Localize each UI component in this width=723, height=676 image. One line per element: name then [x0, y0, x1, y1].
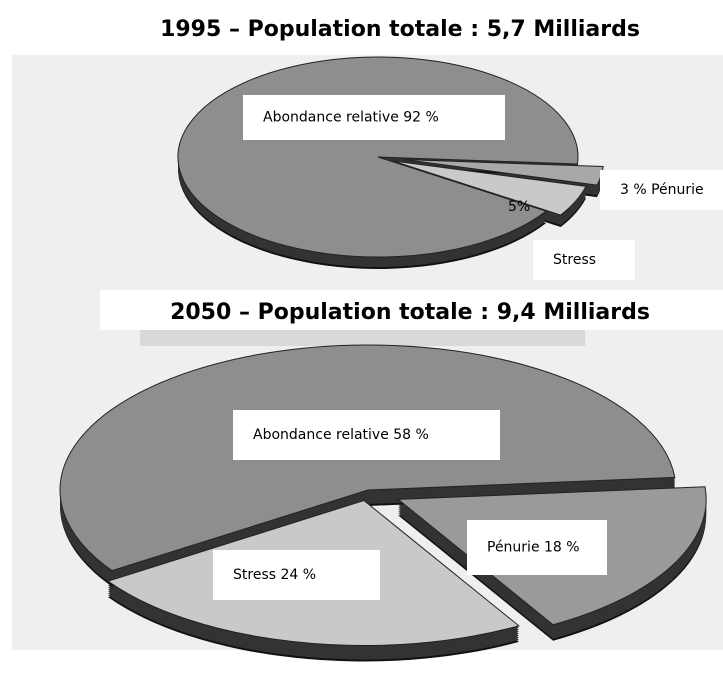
label-box [533, 240, 635, 280]
slice [392, 160, 587, 216]
data-label: Abondance relative 58 % [253, 427, 429, 443]
data-label: Stress 24 % [233, 567, 316, 583]
annotation: Stress [553, 252, 596, 268]
data-label: Abondance relative 92 % [263, 110, 439, 126]
label-box [233, 410, 500, 460]
label-box [213, 550, 380, 600]
data-label: 5% [508, 199, 530, 215]
title-box [100, 290, 723, 330]
chart-title: 2050 – Population totale : 9,4 Milliards [170, 300, 650, 325]
label-box [467, 520, 607, 575]
data-label: Pénurie 18 % [487, 540, 580, 556]
slice [177, 56, 579, 258]
chart-title: 1995 – Population totale : 5,7 Milliards [160, 17, 640, 42]
label-box [243, 95, 505, 140]
title-shadow [140, 328, 585, 346]
data-label: 3 % Pénurie [620, 182, 704, 198]
label-box [600, 170, 723, 210]
